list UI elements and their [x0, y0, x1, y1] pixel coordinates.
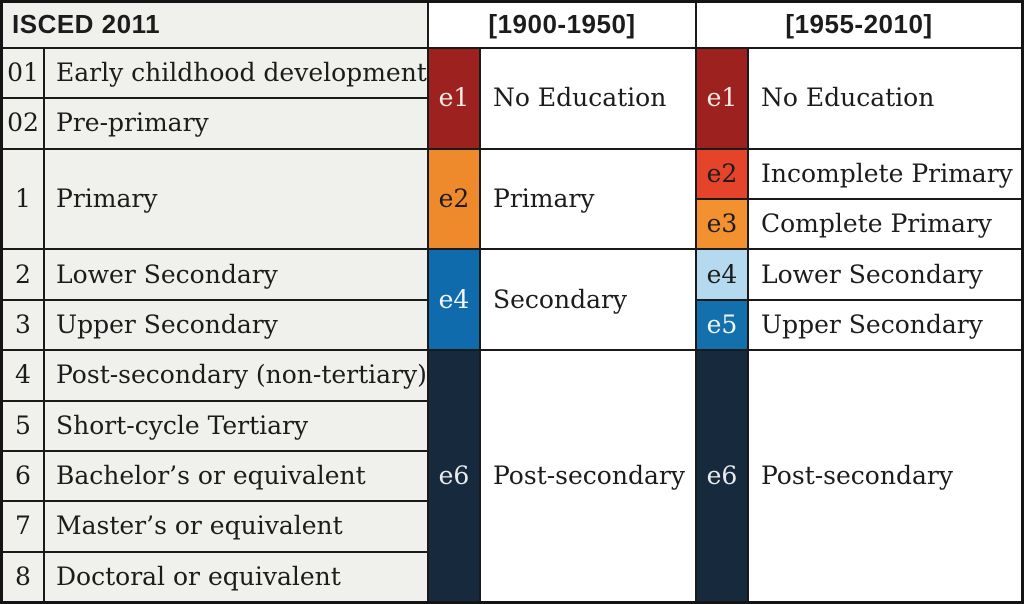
isced-row-code: 02	[3, 99, 43, 148]
isced-row-code: 7	[3, 502, 43, 551]
ecode-badge-e2: e2	[697, 149, 747, 199]
isced-row-code: 1	[3, 149, 43, 249]
isced-row-code: 2	[3, 250, 43, 299]
period-1955-2010-header: [1955-2010]	[697, 3, 1021, 47]
ecode-badge-e1: e1	[697, 49, 747, 148]
mapping-label: Secondary	[481, 250, 695, 350]
isced-row-label: Doctoral or equivalent	[45, 552, 427, 601]
isced-row-code: 3	[3, 300, 43, 350]
mapping-label: Upper Secondary	[749, 300, 1021, 350]
mapping-label: Post-secondary	[749, 351, 1021, 601]
isced-row-code: 01	[3, 49, 43, 98]
mapping-label: No Education	[749, 49, 1021, 148]
ecode-badge-e3: e3	[697, 200, 747, 249]
isced-row-code: 4	[3, 351, 43, 400]
isced-row-label: Bachelor’s or equivalent	[45, 451, 427, 501]
ecode-badge-e6: e6	[697, 351, 747, 601]
mapping-label: Primary	[481, 149, 695, 249]
ecode-badge-e2: e2	[429, 149, 479, 249]
isced-row-label: Primary	[45, 149, 427, 249]
ecode-badge-e6: e6	[429, 351, 479, 601]
period-1900-1950-header: [1900-1950]	[429, 3, 695, 47]
isced-row-label: Short-cycle Tertiary	[45, 401, 427, 450]
isced-header: ISCED 2011	[3, 3, 427, 47]
ecode-badge-e1: e1	[429, 49, 479, 148]
mapping-label: Complete Primary	[749, 200, 1021, 249]
isced-row-label: Post-secondary (non-tertiary)	[45, 351, 427, 400]
isced-row-label: Pre-primary	[45, 99, 427, 148]
ecode-badge-e4: e4	[429, 250, 479, 350]
mapping-label: Post-secondary	[481, 351, 695, 601]
mapping-label: No Education	[481, 49, 695, 148]
isced-row-code: 8	[3, 552, 43, 601]
mapping-label: Incomplete Primary	[749, 149, 1021, 199]
isced-row-label: Early childhood development	[45, 49, 427, 98]
isced-row-label: Master’s or equivalent	[45, 502, 427, 551]
isced-row-label: Lower Secondary	[45, 250, 427, 299]
ecode-badge-e4: e4	[697, 250, 747, 299]
ecode-badge-e5: e5	[697, 300, 747, 350]
isced-row-label: Upper Secondary	[45, 300, 427, 350]
isced-row-code: 6	[3, 451, 43, 501]
mapping-label: Lower Secondary	[749, 250, 1021, 299]
isced-row-code: 5	[3, 401, 43, 450]
